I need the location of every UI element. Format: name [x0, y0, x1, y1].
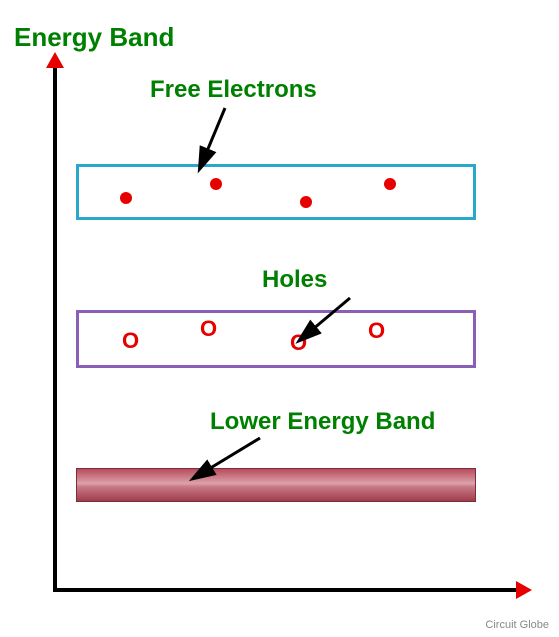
- lower-band-callout-arrow: [0, 0, 559, 637]
- watermark: Circuit Globe: [485, 619, 549, 631]
